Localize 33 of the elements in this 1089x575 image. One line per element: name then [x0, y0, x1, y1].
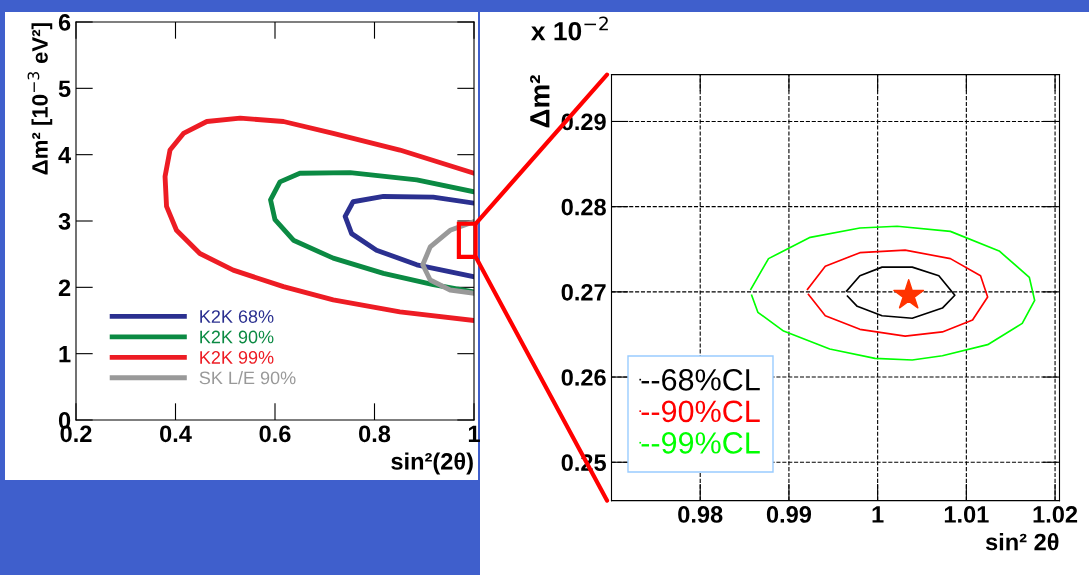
x-tick-label: 1 — [872, 506, 884, 523]
x-tick-label: 1.01 — [944, 506, 989, 523]
legend-label: --99%CL — [641, 432, 760, 454]
y-tick-label: 4 — [58, 146, 72, 164]
y-axis-title: Δm² — [530, 75, 550, 128]
y-tick-label: 0.27 — [561, 283, 606, 301]
legend-label: --68%CL — [641, 369, 760, 391]
x-tick-label: 0.98 — [678, 506, 723, 523]
y-tick-label: 2 — [58, 279, 71, 296]
line-series — [806, 249, 989, 337]
y-tick-label: 3 — [58, 213, 71, 230]
x-tick-label: 0.99 — [766, 506, 812, 523]
legend-label: K2K 68% — [200, 310, 274, 323]
y-tick-label: 5 — [58, 80, 71, 98]
y-tick-label: 0.26 — [561, 369, 606, 386]
x-tick-label: 0.6 — [259, 425, 291, 443]
legend-label: K2K 90% — [200, 330, 274, 344]
legend-label: --90%CL — [641, 400, 760, 423]
y-tick-label: 6 — [58, 14, 71, 31]
x-tick-label: 0.8 — [359, 425, 391, 443]
y-tick-label: 0.28 — [561, 198, 606, 216]
y-axis-title: Δm² [10$^{−3}$ eV²] — [27, 23, 53, 175]
text: x 10$^{−2}$ — [531, 16, 608, 41]
legend-label: SK L/E 90% — [199, 371, 296, 385]
line-series — [749, 225, 1036, 361]
x-tick-label: 1.02 — [1033, 506, 1078, 523]
line-series — [162, 115, 474, 323]
x-axis-title: sin² 2θ — [985, 533, 1059, 551]
line-series — [342, 194, 474, 280]
x-axis-title: sin²(2θ) — [391, 452, 473, 475]
y-tick-label: 1 — [59, 345, 71, 363]
x-tick-label: 0.4 — [160, 425, 192, 443]
legend-label: K2K 99% — [200, 351, 274, 364]
